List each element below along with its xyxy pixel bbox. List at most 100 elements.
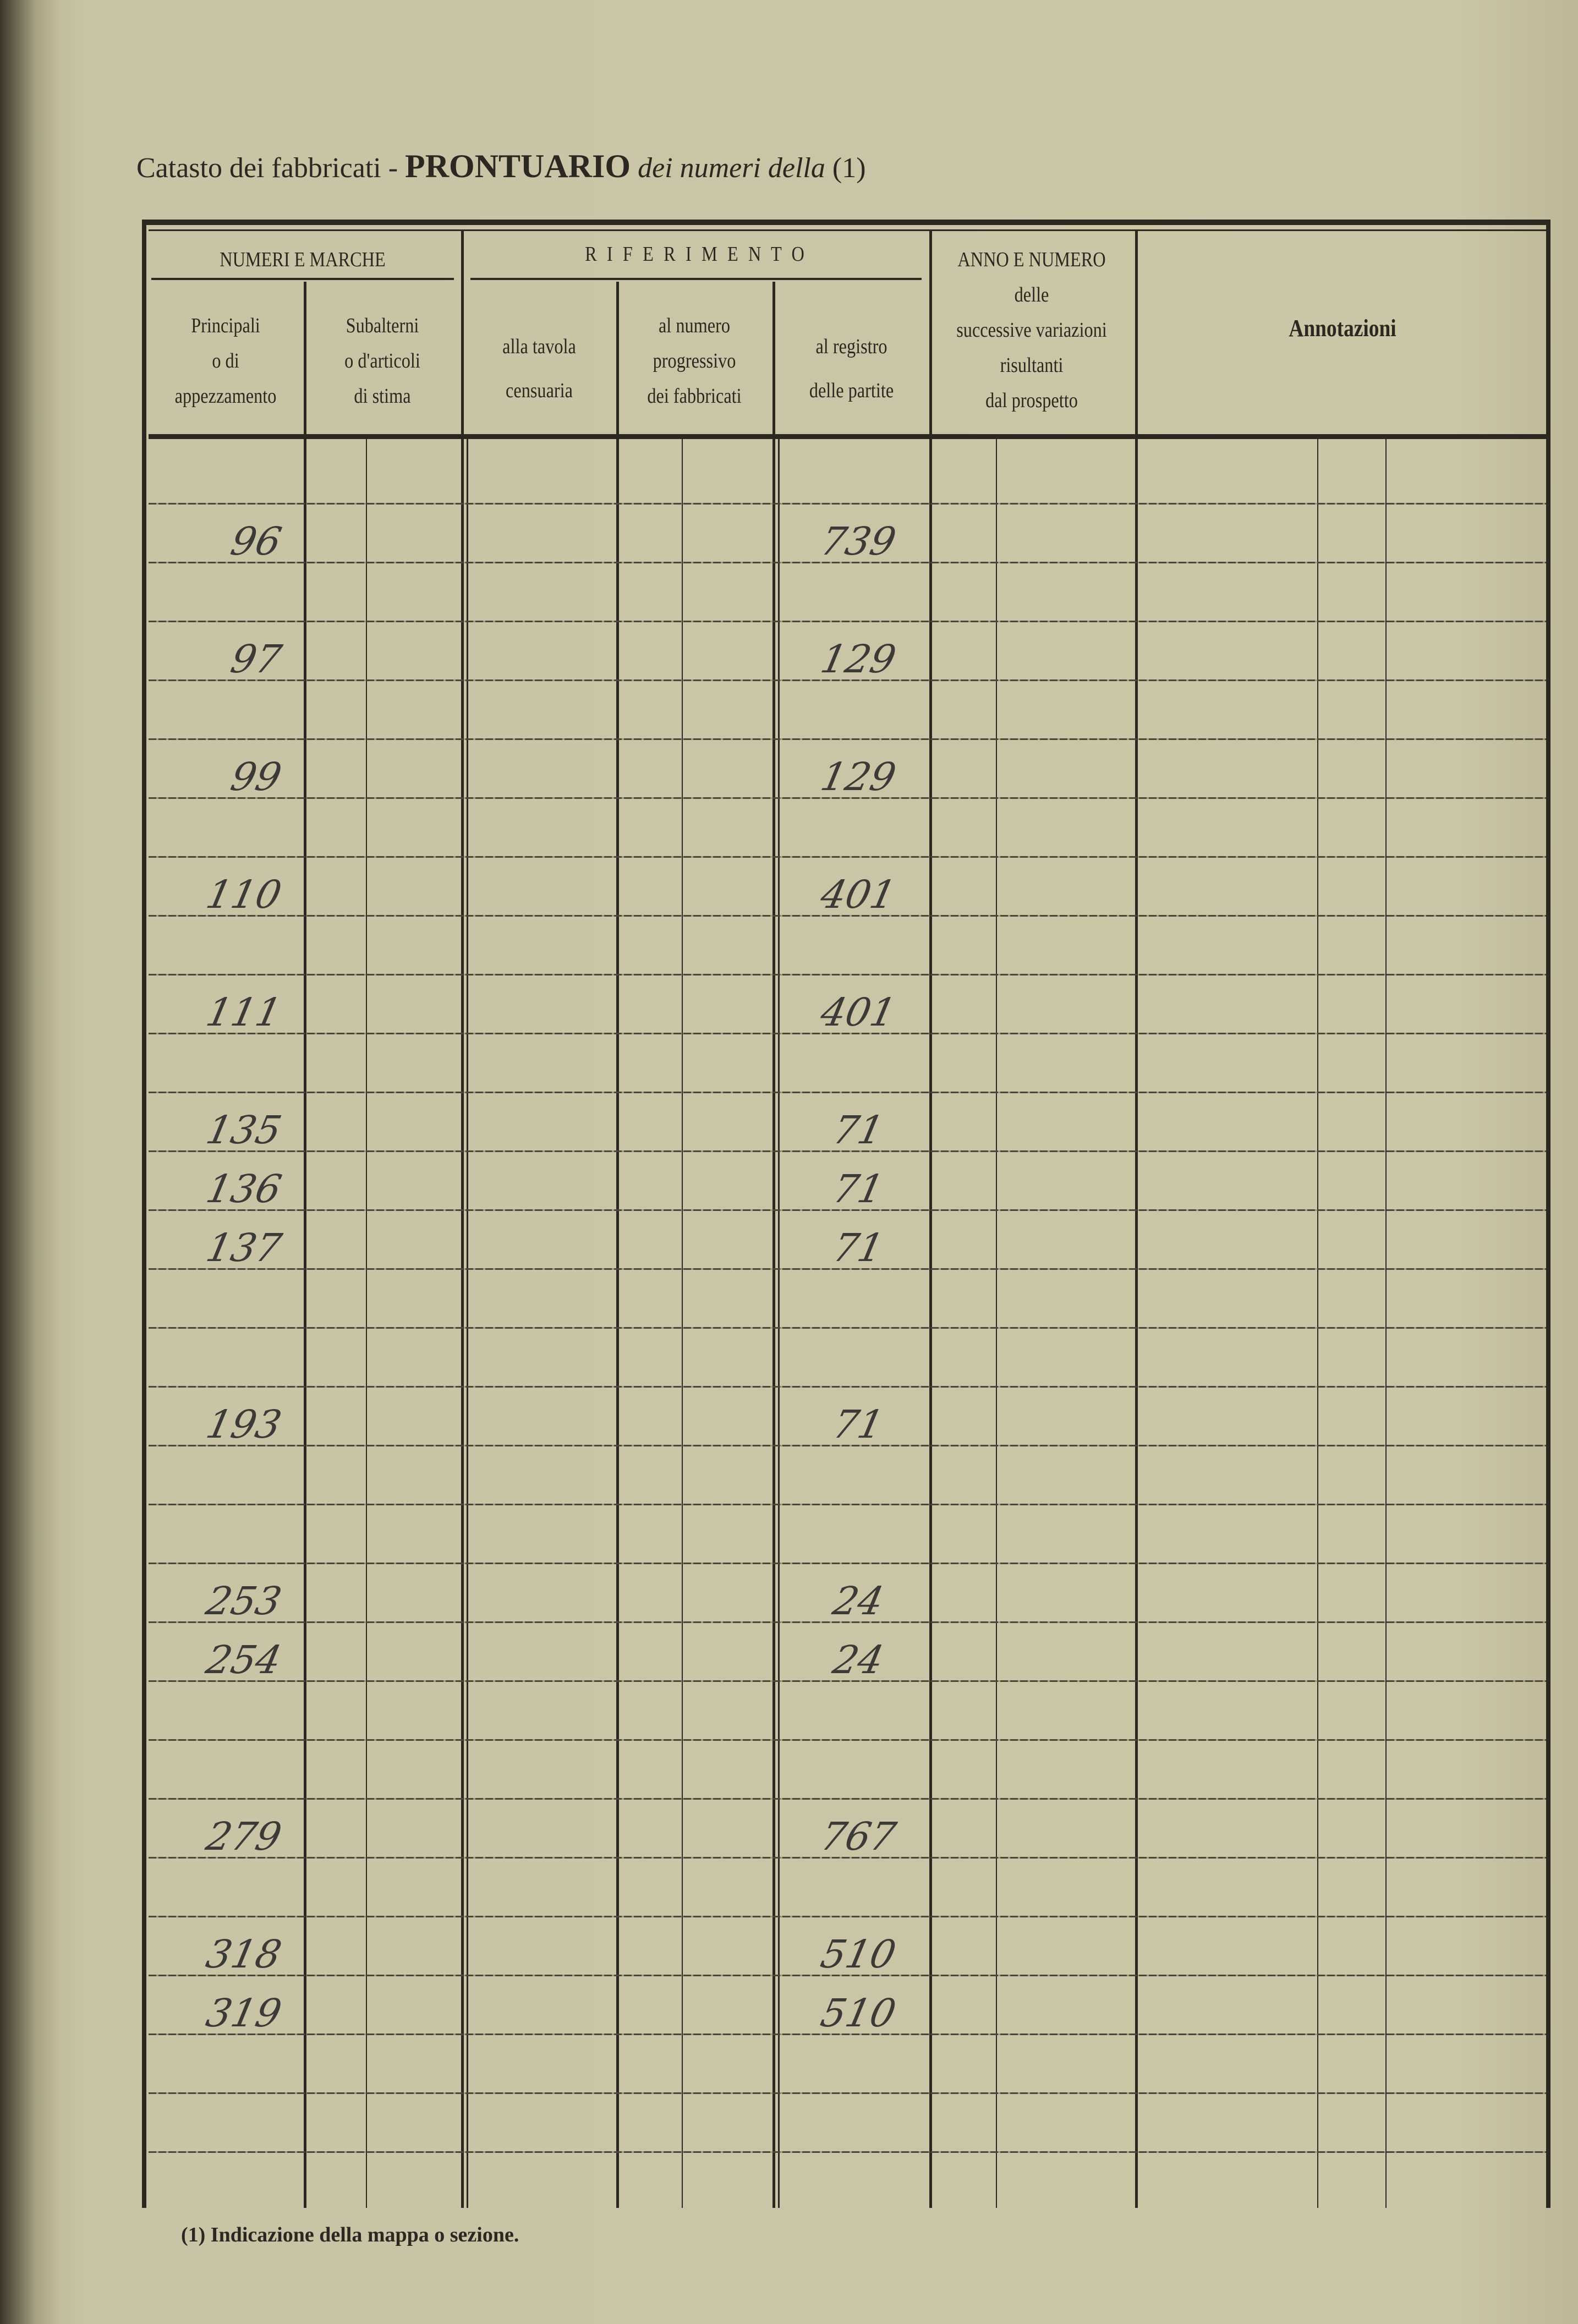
ruled-line <box>149 1621 1546 1623</box>
ruled-line <box>149 1445 1546 1446</box>
ruled-line <box>149 503 1546 505</box>
anno-line-3: successive variazioni <box>956 319 1107 342</box>
col-rule-numero <box>772 282 775 2208</box>
header-anno-numero: ANNO E NUMERO delle successive variazion… <box>945 242 1119 418</box>
title-bold: PRONTUARIO <box>405 148 631 184</box>
subalterni-line-2: o d'articoli <box>344 349 420 372</box>
principale-entry: 110 <box>202 872 286 917</box>
principale-entry: 135 <box>202 1108 286 1153</box>
header-bottom-rule <box>149 434 1546 439</box>
ruled-line <box>149 1857 1546 1859</box>
registro-entry: 510 <box>817 1991 900 2036</box>
ruled-line <box>149 1268 1546 1270</box>
registro-entry: 24 <box>829 1578 888 1624</box>
ruled-line <box>149 1739 1546 1741</box>
brace-numeri-e-marche <box>151 278 454 280</box>
ruled-line <box>149 1563 1546 1564</box>
principali-line-1: Principali <box>191 314 260 337</box>
tavola-line-2: censuaria <box>506 379 573 402</box>
table-border-right <box>1546 220 1550 2208</box>
ruled-line <box>149 562 1546 563</box>
anno-line-1: ANNO E NUMERO <box>957 248 1106 271</box>
registro-entry: 129 <box>817 637 900 682</box>
ruled-line <box>149 1680 1546 1682</box>
registro-entry: 767 <box>817 1814 900 1859</box>
anno-line-2: delle <box>1014 283 1049 306</box>
header-numeri-e-marche: NUMERI E MARCHE <box>220 248 386 271</box>
tavola-line-1: alla tavola <box>502 335 576 358</box>
ruled-line <box>149 974 1546 975</box>
registro-entry: 24 <box>829 1637 888 1682</box>
registro-entry: 71 <box>829 1225 888 1270</box>
ruled-line <box>149 2151 1546 2153</box>
ruled-line <box>149 1327 1546 1329</box>
col-rule-numero-inner <box>682 434 683 2208</box>
numero-line-1: al numero <box>658 314 731 337</box>
principali-line-3: appezzamento <box>174 385 277 408</box>
ruled-line <box>149 1798 1546 1800</box>
registro-entry: 129 <box>817 754 900 799</box>
header-annotazioni: Annotazioni <box>1289 315 1396 342</box>
header-tavola: alla tavola censuaria <box>476 325 602 413</box>
header-principali: Principali o di appezzamento <box>160 308 291 414</box>
col-rule-double <box>467 434 468 2208</box>
page-title: Catasto dei fabbricati - PRONTUARIO dei … <box>136 147 866 185</box>
table-border-top <box>142 220 1550 225</box>
anno-line-5: dal prospetto <box>985 389 1078 412</box>
col-rule-registro <box>929 231 932 2208</box>
ruled-line <box>149 2092 1546 2094</box>
col-rule-subalterni-inner <box>366 434 367 2208</box>
principale-entry: 279 <box>202 1814 286 1859</box>
principale-entry: 253 <box>202 1578 286 1624</box>
col-rule-annot-inner <box>1317 434 1318 2208</box>
header-numero-progressivo: al numero progressivo dei fabbricati <box>629 308 760 414</box>
header-subalterni: Subalterni o d'articoli di stima <box>317 308 448 414</box>
ruled-line <box>149 1092 1546 1093</box>
ruled-line <box>149 2034 1546 2035</box>
registro-line-1: al registro <box>815 335 887 358</box>
ruled-line <box>149 1916 1546 1917</box>
ledger-page <box>22 0 1578 2324</box>
col-rule-anno-inner <box>996 434 997 2208</box>
footnote: (1) Indicazione della mappa o sezione. <box>181 2223 519 2246</box>
principale-entry: 254 <box>202 1637 286 1682</box>
registro-entry: 401 <box>817 872 900 917</box>
table-border-top-inner <box>149 229 1546 231</box>
header-riferimento: R I F E R I M E N T O <box>585 243 807 266</box>
ruled-line <box>149 915 1546 917</box>
col-rule-tavola <box>616 282 619 2208</box>
col-rule-double-2 <box>778 434 780 2208</box>
ruled-line <box>149 679 1546 681</box>
numero-line-3: dei fabbricati <box>647 385 742 408</box>
ruled-line <box>149 1386 1546 1388</box>
principale-entry: 318 <box>202 1932 286 1977</box>
col-rule-annot-inner-2 <box>1385 434 1387 2208</box>
title-note: (1) <box>832 152 866 184</box>
ruled-line <box>149 856 1546 858</box>
ruled-line <box>149 797 1546 799</box>
ruled-line <box>149 1504 1546 1505</box>
anno-line-4: risultanti <box>1000 354 1064 377</box>
header-registro: al registro delle partite <box>787 325 916 413</box>
numero-line-2: progressivo <box>653 349 736 372</box>
registro-entry: 71 <box>829 1402 888 1447</box>
title-italic: dei numeri della <box>638 152 825 184</box>
ruled-line <box>149 1975 1546 1976</box>
registro-entry: 739 <box>817 519 900 564</box>
col-rule-anno <box>1135 231 1138 2208</box>
col-rule-subalterni <box>461 231 464 2208</box>
principale-entry: 97 <box>227 637 286 682</box>
registro-entry: 71 <box>829 1166 888 1212</box>
principale-entry: 96 <box>227 519 286 564</box>
registro-entry: 401 <box>817 990 900 1035</box>
ruled-line <box>149 621 1546 622</box>
table-border-left <box>142 220 146 2208</box>
subalterni-line-3: di stima <box>354 385 411 408</box>
ruled-line <box>149 1033 1546 1034</box>
principale-entry: 111 <box>202 990 286 1035</box>
ruled-line <box>149 738 1546 740</box>
principale-entry: 193 <box>202 1402 286 1447</box>
principali-line-2: o di <box>212 349 239 372</box>
principale-entry: 319 <box>202 1991 286 2036</box>
page-binding-edge <box>0 0 61 2324</box>
